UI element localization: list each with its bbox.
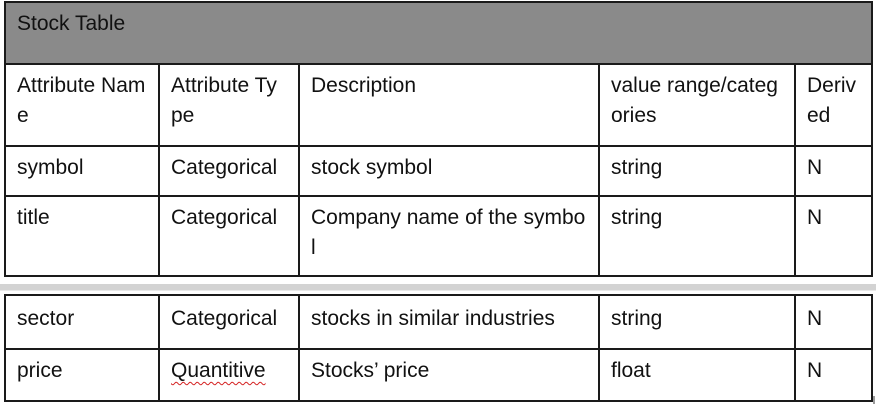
header-derived[interactable]: Derived	[793, 63, 874, 147]
table-header-row: Attribute Name Attribute Type Descriptio…	[4, 63, 874, 147]
table-row: symbol Categorical stock symbol string N	[4, 145, 874, 197]
table-cell[interactable]: string	[598, 195, 796, 277]
table-row: price Quantitive Stocks’ price float N	[4, 348, 873, 402]
table-cell[interactable]: stocks in similar industries	[298, 294, 600, 350]
page-break-line	[0, 290, 876, 291]
table-cell[interactable]: Categorical	[158, 195, 300, 277]
page-break-band	[0, 284, 876, 290]
table-cell[interactable]: N	[793, 195, 874, 277]
header-attribute-name[interactable]: Attribute Name	[4, 63, 160, 147]
header-description[interactable]: Description	[298, 63, 600, 147]
table-title[interactable]: Stock Table	[3, 1, 874, 65]
table-title-row: Stock Table	[3, 1, 874, 65]
table-cell[interactable]: Quantitive	[158, 348, 300, 402]
table-cell[interactable]: float	[598, 348, 796, 402]
stock-table-part-2: sector Categorical stocks in similar ind…	[4, 294, 873, 402]
table-cell[interactable]: Categorical	[158, 294, 300, 350]
table-cell[interactable]: title	[4, 195, 160, 277]
table-cell[interactable]: symbol	[4, 145, 160, 197]
table-cell[interactable]: N	[794, 348, 873, 402]
table-cell[interactable]: N	[794, 294, 873, 350]
table-cell[interactable]: stock symbol	[298, 145, 600, 197]
table-cell[interactable]: Categorical	[158, 145, 300, 197]
table-cell[interactable]: string	[598, 294, 796, 350]
page-corner-mark	[873, 396, 875, 404]
table-row: title Categorical Company name of the sy…	[4, 195, 874, 277]
misspelled-word[interactable]: Quantitive	[171, 359, 266, 382]
table-cell[interactable]: N	[793, 145, 874, 197]
header-attribute-type[interactable]: Attribute Type	[158, 63, 300, 147]
table-cell[interactable]: sector	[4, 294, 160, 350]
table-cell[interactable]: Stocks’ price	[298, 348, 600, 402]
stock-table-part-1: Stock Table Attribute Name Attribute Typ…	[3, 1, 874, 277]
table-cell[interactable]: Company name of the symbol	[298, 195, 600, 277]
table-cell[interactable]: string	[598, 145, 796, 197]
table-cell[interactable]: price	[4, 348, 160, 402]
table-row: sector Categorical stocks in similar ind…	[4, 294, 873, 350]
header-value-range[interactable]: value range/categories	[598, 63, 796, 147]
